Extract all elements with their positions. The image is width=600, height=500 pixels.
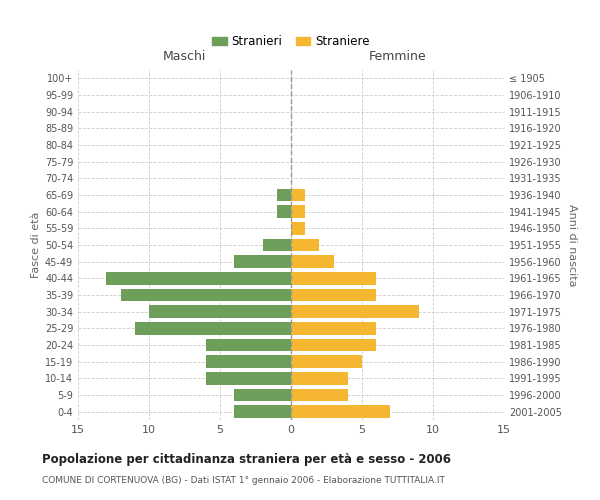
Bar [149, 306, 291, 318]
Bar [121, 288, 291, 301]
Bar [135, 322, 291, 334]
Bar [291, 239, 319, 251]
Bar [234, 406, 291, 418]
Legend: Stranieri, Straniere: Stranieri, Straniere [208, 30, 374, 53]
Bar [291, 322, 376, 334]
Bar [291, 338, 376, 351]
Y-axis label: Fasce di età: Fasce di età [31, 212, 41, 278]
Bar [263, 239, 291, 251]
Bar [291, 222, 305, 234]
Bar [291, 388, 348, 401]
Bar [234, 388, 291, 401]
Bar [234, 256, 291, 268]
Bar [291, 188, 305, 201]
Bar [291, 256, 334, 268]
Text: Popolazione per cittadinanza straniera per età e sesso - 2006: Popolazione per cittadinanza straniera p… [42, 452, 451, 466]
Bar [206, 356, 291, 368]
Bar [277, 188, 291, 201]
Bar [206, 372, 291, 384]
Bar [106, 272, 291, 284]
Bar [291, 288, 376, 301]
Bar [291, 306, 419, 318]
Bar [291, 406, 391, 418]
Bar [291, 356, 362, 368]
Text: Femmine: Femmine [368, 50, 427, 64]
Text: Maschi: Maschi [163, 50, 206, 64]
Bar [206, 338, 291, 351]
Bar [291, 272, 376, 284]
Y-axis label: Anni di nascita: Anni di nascita [567, 204, 577, 286]
Text: COMUNE DI CORTENUOVA (BG) - Dati ISTAT 1° gennaio 2006 - Elaborazione TUTTITALIA: COMUNE DI CORTENUOVA (BG) - Dati ISTAT 1… [42, 476, 445, 485]
Bar [291, 372, 348, 384]
Bar [277, 206, 291, 218]
Bar [291, 206, 305, 218]
